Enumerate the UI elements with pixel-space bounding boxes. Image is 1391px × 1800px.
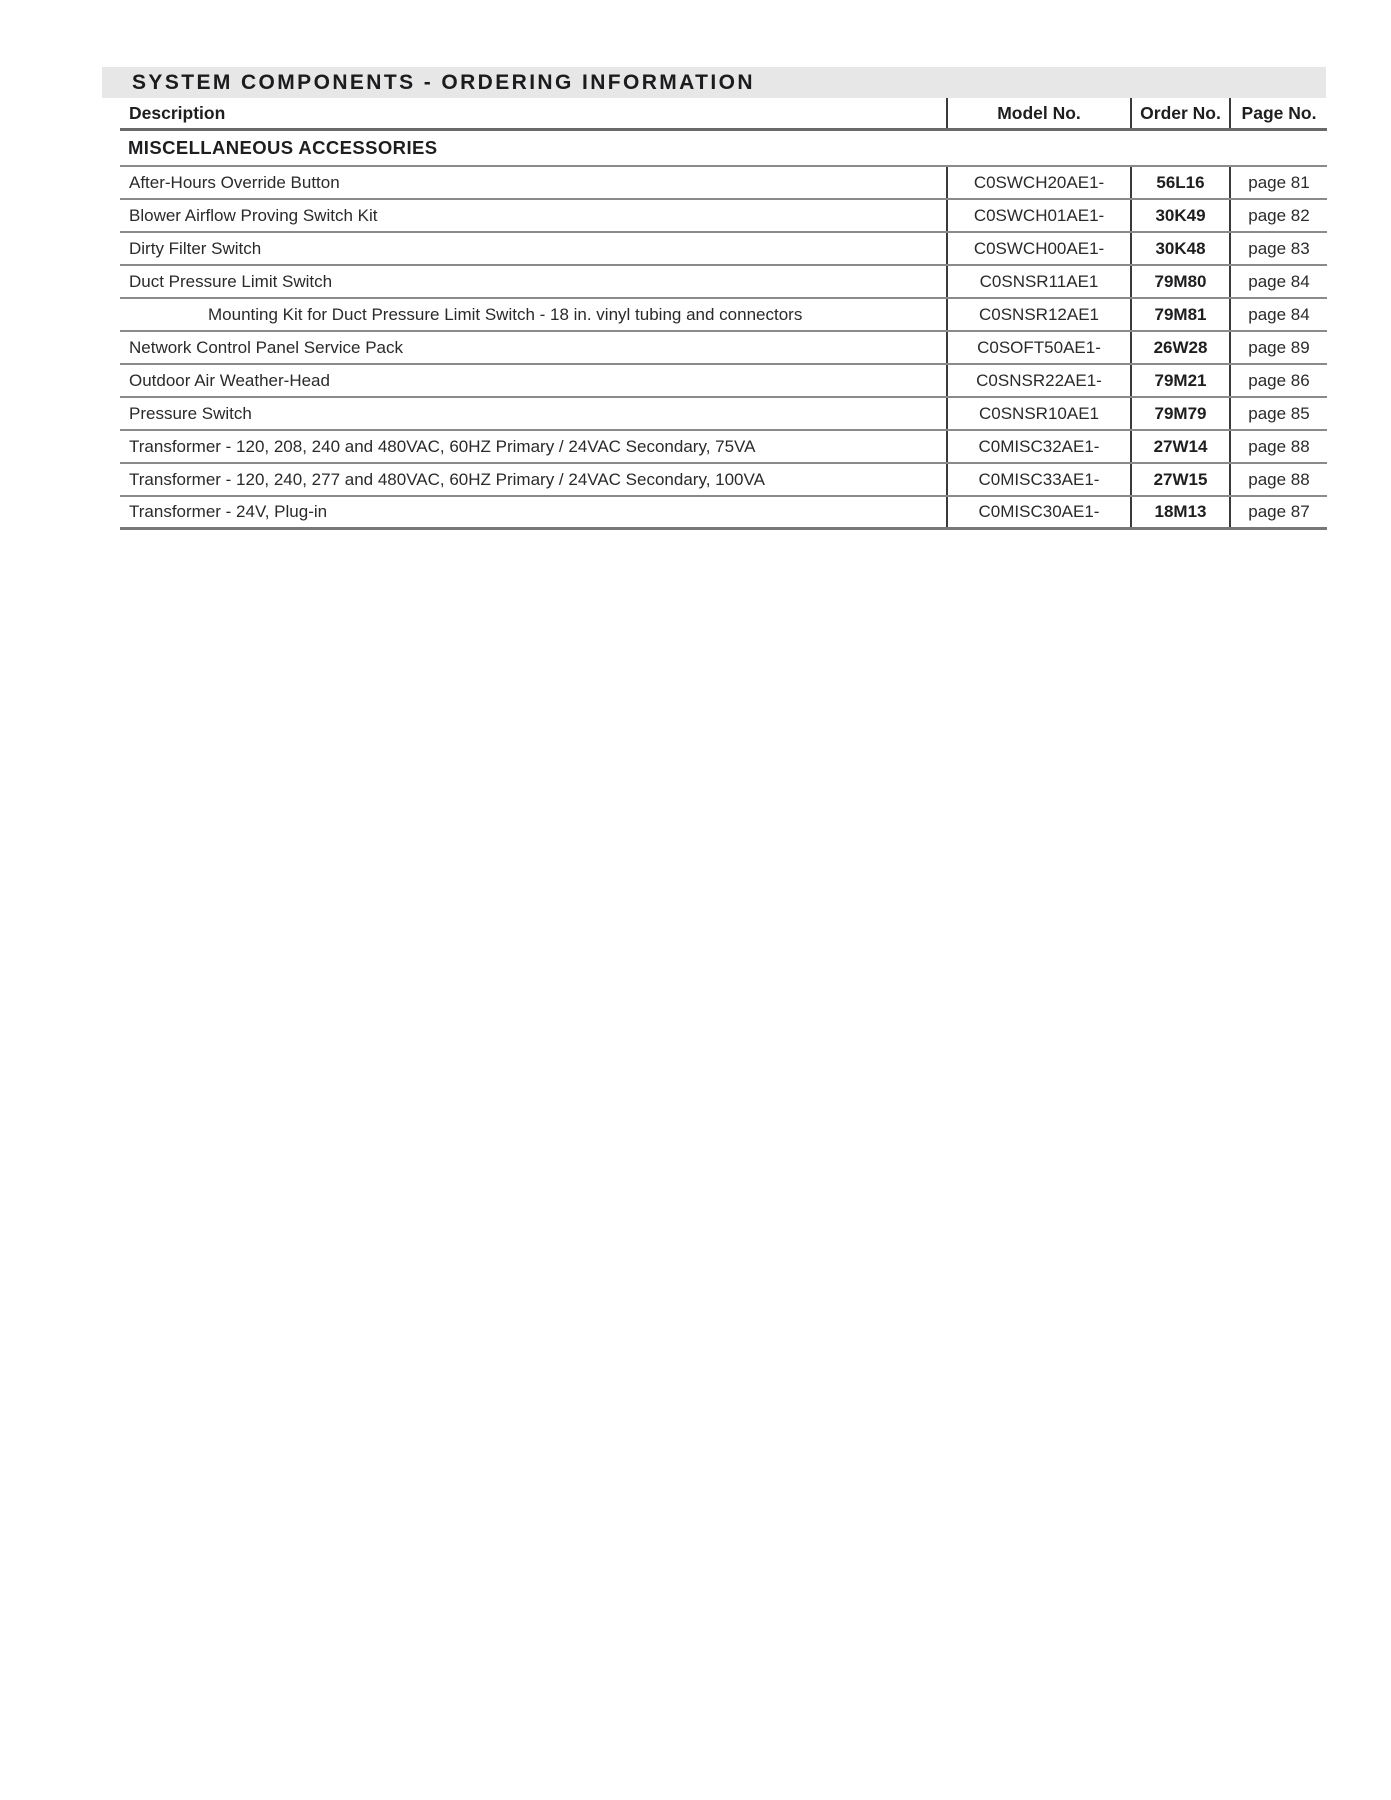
page-no-cell: page 88 xyxy=(1229,431,1327,462)
order-no-cell: 56L16 xyxy=(1130,167,1229,198)
column-header-model-no: Model No. xyxy=(946,98,1130,128)
model-no-cell: C0SNSR11AE1 xyxy=(946,266,1130,297)
model-no-cell: C0MISC32AE1- xyxy=(946,431,1130,462)
model-no-cell: C0SNSR12AE1 xyxy=(946,299,1130,330)
order-no-cell: 26W28 xyxy=(1130,332,1229,363)
table-header-row: Description Model No. Order No. Page No. xyxy=(120,98,1327,131)
page-no-cell: page 83 xyxy=(1229,233,1327,264)
table-row: Blower Airflow Proving Switch Kit C0SWCH… xyxy=(120,200,1327,233)
model-no-cell: C0SNSR22AE1- xyxy=(946,365,1130,396)
order-no-cell: 79M80 xyxy=(1130,266,1229,297)
description-cell: Network Control Panel Service Pack xyxy=(129,337,404,357)
table-row: Transformer - 120, 240, 277 and 480VAC, … xyxy=(120,464,1327,497)
model-no-cell: C0SWCH20AE1- xyxy=(946,167,1130,198)
order-no-cell: 27W14 xyxy=(1130,431,1229,462)
model-no-cell: C0SOFT50AE1- xyxy=(946,332,1130,363)
ordering-table: Description Model No. Order No. Page No.… xyxy=(120,98,1327,530)
table-row: Transformer - 24V, Plug-in C0MISC30AE1- … xyxy=(120,497,1327,530)
order-no-cell: 27W15 xyxy=(1130,464,1229,495)
page-no-cell: page 84 xyxy=(1229,266,1327,297)
description-cell: After-Hours Override Button xyxy=(129,172,340,192)
description-cell: Transformer - 24V, Plug-in xyxy=(129,502,328,521)
order-no-cell: 18M13 xyxy=(1130,497,1229,527)
page-no-cell: page 88 xyxy=(1229,464,1327,495)
description-cell: Outdoor Air Weather-Head xyxy=(129,370,330,390)
table-row: Pressure Switch C0SNSR10AE1 79M79 page 8… xyxy=(120,398,1327,431)
page-no-cell: page 84 xyxy=(1229,299,1327,330)
table-row: After-Hours Override Button C0SWCH20AE1-… xyxy=(120,167,1327,200)
page-no-cell: page 81 xyxy=(1229,167,1327,198)
order-no-cell: 79M81 xyxy=(1130,299,1229,330)
table-row: Duct Pressure Limit Switch C0SNSR11AE1 7… xyxy=(120,266,1327,299)
column-header-description: Description xyxy=(129,102,226,123)
order-no-cell: 30K49 xyxy=(1130,200,1229,231)
table-row: Mounting Kit for Duct Pressure Limit Swi… xyxy=(120,299,1327,332)
column-header-page-no: Page No. xyxy=(1229,98,1327,128)
table-row: Transformer - 120, 208, 240 and 480VAC, … xyxy=(120,431,1327,464)
description-cell: Duct Pressure Limit Switch xyxy=(129,271,333,291)
table-row: Outdoor Air Weather-Head C0SNSR22AE1- 79… xyxy=(120,365,1327,398)
order-no-cell: 30K48 xyxy=(1130,233,1229,264)
order-no-cell: 79M79 xyxy=(1130,398,1229,429)
page-title: SYSTEM COMPONENTS - ORDERING INFORMATION xyxy=(132,70,755,94)
model-no-cell: C0SWCH00AE1- xyxy=(946,233,1130,264)
model-no-cell: C0SWCH01AE1- xyxy=(946,200,1130,231)
order-no-cell: 79M21 xyxy=(1130,365,1229,396)
model-no-cell: C0SNSR10AE1 xyxy=(946,398,1130,429)
page-no-cell: page 82 xyxy=(1229,200,1327,231)
page-no-cell: page 87 xyxy=(1229,497,1327,527)
description-cell: Transformer - 120, 240, 277 and 480VAC, … xyxy=(129,469,765,489)
column-header-order-no: Order No. xyxy=(1130,98,1229,128)
description-cell: Blower Airflow Proving Switch Kit xyxy=(129,205,378,225)
section-heading: MISCELLANEOUS ACCESSORIES xyxy=(120,131,1327,167)
section-title-bar: SYSTEM COMPONENTS - ORDERING INFORMATION xyxy=(102,67,1326,98)
description-cell: Mounting Kit for Duct Pressure Limit Swi… xyxy=(208,304,803,324)
page-no-cell: page 89 xyxy=(1229,332,1327,363)
model-no-cell: C0MISC33AE1- xyxy=(946,464,1130,495)
description-cell: Transformer - 120, 208, 240 and 480VAC, … xyxy=(129,436,756,456)
table-row: Network Control Panel Service Pack C0SOF… xyxy=(120,332,1327,365)
description-cell: Pressure Switch xyxy=(129,403,252,423)
description-cell: Dirty Filter Switch xyxy=(129,238,262,258)
table-row: Dirty Filter Switch C0SWCH00AE1- 30K48 p… xyxy=(120,233,1327,266)
page-no-cell: page 85 xyxy=(1229,398,1327,429)
page-no-cell: page 86 xyxy=(1229,365,1327,396)
model-no-cell: C0MISC30AE1- xyxy=(946,497,1130,527)
